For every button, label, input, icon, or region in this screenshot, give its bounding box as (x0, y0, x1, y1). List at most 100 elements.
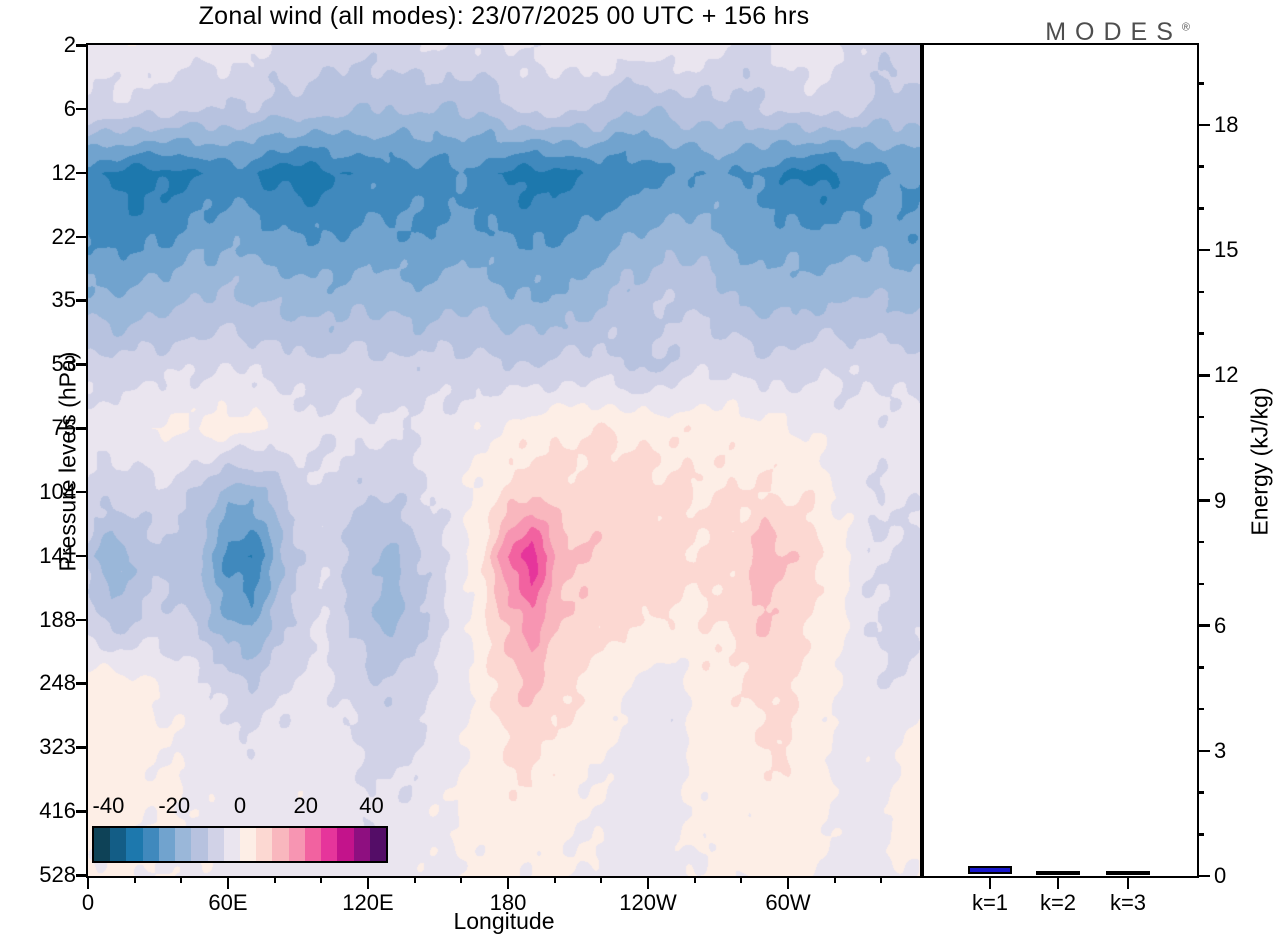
pressure-tick (76, 810, 88, 813)
longitude-tick-label: 120E (342, 890, 394, 915)
pressure-tick-label: 75 (51, 415, 76, 441)
colorbar-tick-label: -20 (158, 793, 191, 818)
longitude-minor-tick (693, 876, 696, 883)
longitude-minor-tick (180, 876, 183, 883)
modes-logo: MODES® (1020, 18, 1190, 47)
energy-minor-tick (1197, 791, 1204, 794)
colorbar-segment (337, 828, 354, 861)
colorbar-segment (175, 828, 192, 861)
colorbar-segment (126, 828, 143, 861)
colorbar-segment (207, 828, 224, 861)
longitude-tick-label: 60E (208, 890, 248, 915)
energy-major-tick (1197, 749, 1210, 753)
k-tick (1126, 876, 1130, 889)
colorbar-segment (239, 828, 257, 861)
energy-tick-label: 18 (1214, 112, 1239, 137)
energy-major-tick (1197, 499, 1210, 502)
pressure-tick-label: 53 (51, 351, 76, 377)
pressure-tick (76, 427, 88, 430)
energy-major-tick (1197, 123, 1210, 127)
longitude-tick-label: 120W (619, 890, 677, 915)
longitude-minor-tick (273, 876, 276, 883)
energy-minor-tick (1197, 165, 1204, 168)
energy-minor-tick (1197, 666, 1204, 669)
colorbar-segment (288, 828, 305, 861)
colorbar-segment (304, 828, 322, 861)
longitude-minor-tick (133, 876, 136, 883)
energy-bar (968, 865, 1012, 874)
k-label: k=2 (1039, 890, 1077, 915)
colorbar-tick-label: 20 (293, 793, 318, 818)
longitude-major-tick (646, 876, 650, 889)
pressure-tick (76, 107, 88, 111)
longitude-minor-tick (740, 876, 743, 883)
longitude-minor-tick (553, 876, 556, 883)
colorbar-segment (272, 828, 289, 861)
pressure-tick-label: 141 (39, 542, 76, 568)
longitude-minor-tick (880, 876, 883, 883)
colorbar-tick-label: -40 (92, 793, 125, 818)
pressure-axis-label: Pressure levels (hPa) (54, 351, 81, 572)
energy-bar (1106, 871, 1150, 875)
colorbar-segment (369, 828, 386, 861)
pressure-tick (76, 682, 88, 685)
longitude-major-tick (86, 876, 90, 889)
colorbar-segment (321, 828, 338, 861)
energy-minor-tick (1197, 415, 1204, 419)
energy-minor-tick (1197, 207, 1204, 210)
pressure-tick-label: 188 (39, 606, 76, 632)
pressure-tick (76, 874, 88, 877)
pressure-tick-label: 12 (51, 159, 76, 185)
longitude-tick-label: 0 (81, 890, 95, 915)
energy-tick-label: 0 (1214, 863, 1227, 888)
energy-minor-tick (1197, 82, 1204, 85)
energy-minor-tick (1197, 707, 1204, 711)
chart-title: Zonal wind (all modes): 23/07/2025 00 UT… (198, 2, 810, 30)
energy-axis-label: Energy (kJ/kg) (1246, 387, 1273, 536)
pressure-tick-label: 35 (51, 287, 76, 313)
energy-tick-label: 9 (1214, 487, 1227, 513)
pressure-tick-label: 104 (39, 478, 76, 504)
longitude-major-tick (366, 876, 370, 889)
energy-minor-tick (1197, 833, 1204, 836)
pressure-tick (76, 554, 88, 558)
energy-tick-label: 12 (1214, 362, 1239, 388)
longitude-major-tick (226, 876, 230, 889)
pressure-tick (76, 490, 88, 494)
colorbar-segment (353, 828, 370, 861)
colorbar-segment (256, 828, 273, 861)
pressure-tick-label: 416 (39, 798, 76, 824)
energy-tick-label: 3 (1214, 737, 1227, 763)
energy-minor-tick (1197, 582, 1204, 586)
longitude-minor-tick (600, 876, 603, 883)
energy-tick-label: 15 (1214, 237, 1239, 263)
energy-panel (922, 43, 1199, 878)
colorbar-tick-label: 40 (359, 793, 384, 818)
pressure-tick (76, 299, 88, 302)
energy-minor-tick (1197, 540, 1204, 544)
energy-major-tick (1197, 874, 1210, 878)
energy-minor-tick (1197, 332, 1204, 335)
longitude-minor-tick (413, 876, 416, 883)
k-label: k=1 (971, 890, 1009, 915)
pressure-tick-label: 323 (39, 734, 76, 760)
colorbar (92, 826, 388, 863)
pressure-tick-label: 6 (63, 95, 76, 121)
pressure-tick (76, 235, 88, 239)
energy-tick-label: 6 (1214, 612, 1227, 638)
pressure-tick-label: 2 (63, 32, 76, 57)
energy-bar (1036, 871, 1080, 875)
energy-minor-tick (1197, 290, 1204, 294)
contour-plot-canvas (88, 45, 920, 876)
pressure-tick (76, 363, 88, 366)
colorbar-segment (94, 828, 111, 861)
k-tick (988, 876, 992, 889)
longitude-minor-tick (460, 876, 463, 883)
longitude-major-tick (506, 876, 510, 889)
longitude-major-tick (786, 876, 790, 889)
k-tick (1056, 876, 1060, 889)
pressure-tick-label: 22 (51, 223, 76, 249)
colorbar-segment (191, 828, 208, 861)
colorbar-tick-label: 0 (233, 793, 247, 818)
